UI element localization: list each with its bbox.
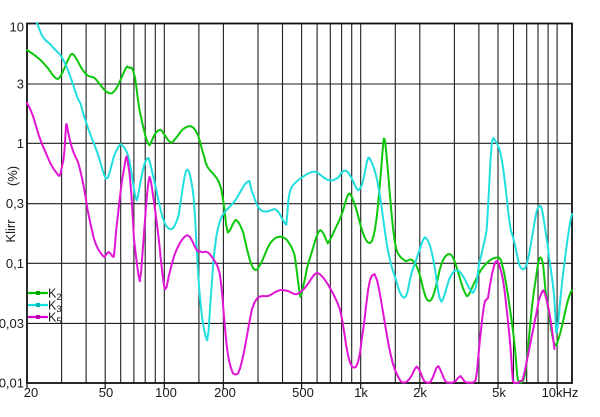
- svg-text:0,3: 0,3: [6, 196, 24, 211]
- svg-text:100: 100: [155, 385, 177, 400]
- svg-text:0,03: 0,03: [0, 316, 24, 331]
- svg-text:(%): (%): [5, 166, 20, 186]
- svg-text:10kHz: 10kHz: [542, 385, 579, 400]
- svg-text:Klirr: Klirr: [3, 219, 18, 243]
- svg-text:3: 3: [17, 77, 24, 92]
- svg-text:20: 20: [24, 385, 38, 400]
- svg-text:1: 1: [17, 136, 24, 151]
- svg-text:0,01: 0,01: [0, 376, 24, 391]
- svg-text:50: 50: [99, 385, 113, 400]
- svg-text:500: 500: [292, 385, 314, 400]
- svg-text:2k: 2k: [413, 385, 427, 400]
- svg-text:1k: 1k: [354, 385, 368, 400]
- svg-text:5k: 5k: [492, 385, 506, 400]
- svg-text:0,1: 0,1: [6, 256, 24, 271]
- svg-text:200: 200: [214, 385, 236, 400]
- svg-text:10: 10: [10, 20, 24, 35]
